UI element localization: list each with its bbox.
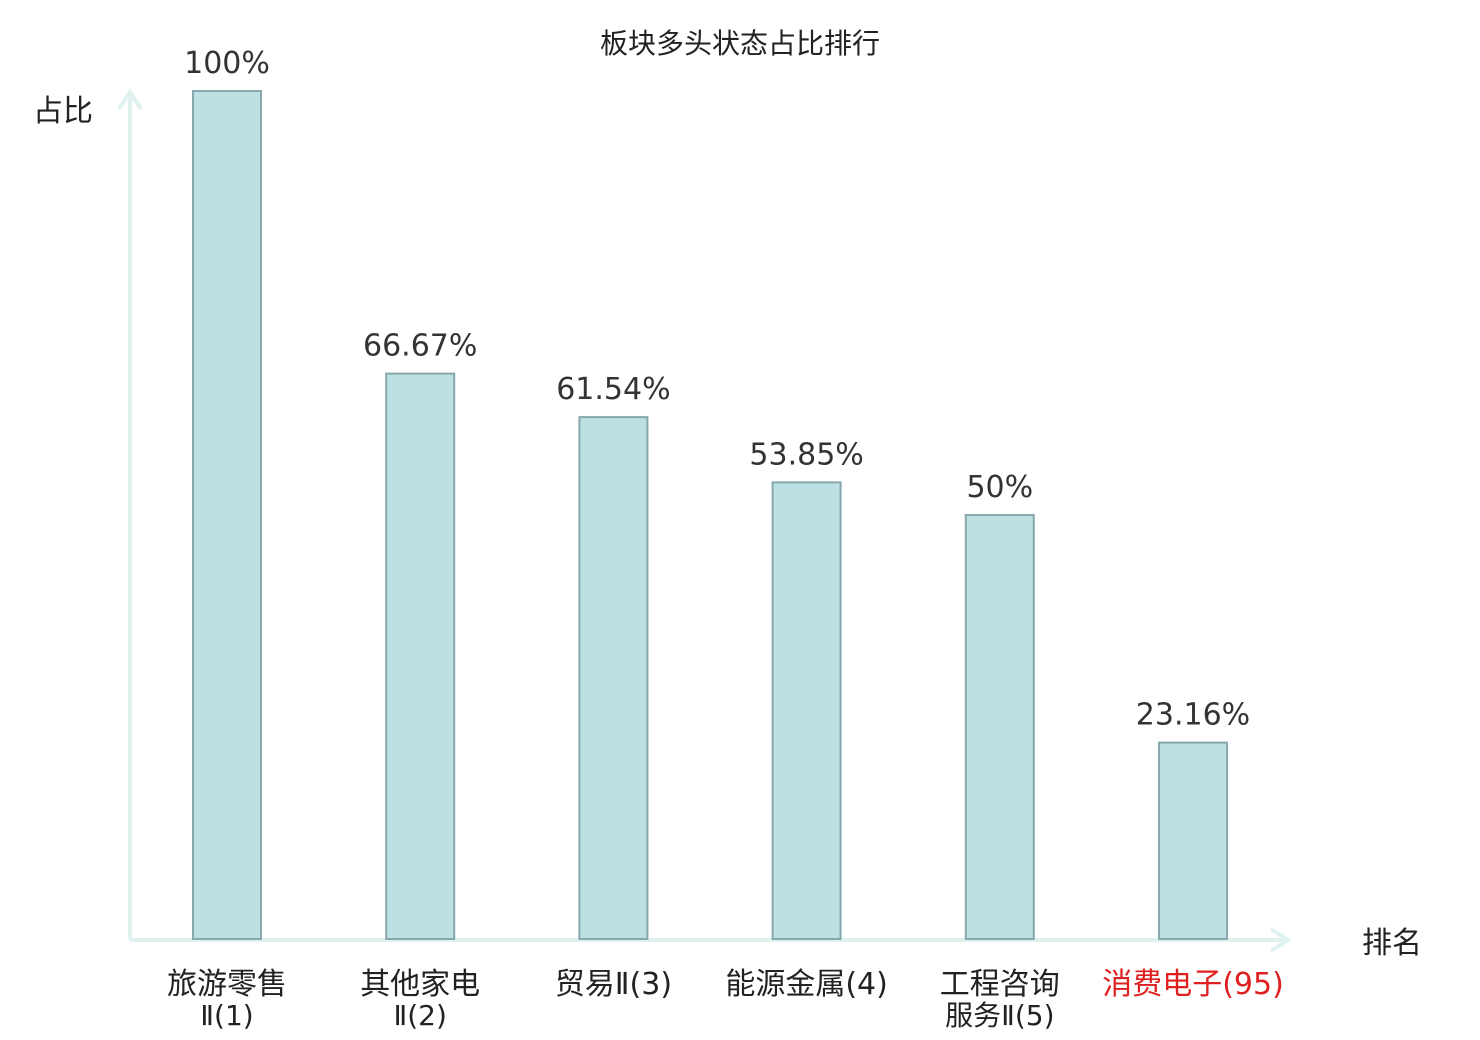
category-label-1: 旅游零售 <box>167 967 287 1002</box>
x-axis-label: 排名 <box>1362 926 1422 961</box>
value-label-3: 61.54% <box>556 372 670 407</box>
value-label-5: 50% <box>966 470 1033 505</box>
x-axis <box>130 927 1292 953</box>
bar-3 <box>578 416 649 941</box>
category-label-1-line2: Ⅱ(1) <box>200 999 253 1032</box>
category-label-4: 能源金属(4) <box>725 967 888 1002</box>
bar-5 <box>964 514 1035 940</box>
category-label-2: 其他家电 <box>360 967 480 1002</box>
category-label-5-line2: 服务Ⅱ(5) <box>945 999 1054 1032</box>
y-axis-label: 占比 <box>33 94 93 129</box>
bar-2 <box>385 372 456 941</box>
category-label-5: 工程咨询 <box>940 967 1060 1002</box>
bars-group <box>192 90 1228 941</box>
value-label-1: 100% <box>184 46 270 81</box>
y-axis <box>117 88 143 940</box>
chart-title: 板块多头状态占比排行 <box>600 27 880 60</box>
value-label-2: 66.67% <box>363 329 477 364</box>
value-label-4: 53.85% <box>749 437 863 472</box>
value-labels-group: 100% 66.67% 61.54% 53.85% 50% 23.16% <box>184 46 1250 733</box>
category-label-2-line2: Ⅱ(2) <box>393 999 446 1032</box>
bar-1 <box>192 90 262 940</box>
bar-6 <box>1158 741 1228 940</box>
bar-4 <box>771 481 842 940</box>
category-label-6: 消费电子(95) <box>1102 967 1284 1002</box>
value-label-6: 23.16% <box>1136 698 1250 733</box>
category-label-3: 贸易Ⅱ(3) <box>555 967 672 1002</box>
